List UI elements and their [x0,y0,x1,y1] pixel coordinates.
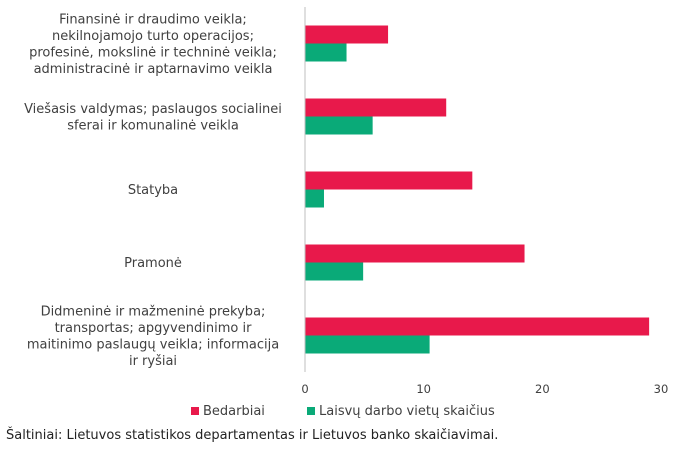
legend-label-1: Laisvų darbo vietų skaičius [319,404,495,419]
source-note: Šaltiniai: Lietuvos statistikos departam… [6,428,499,443]
category-labels: Didmeninė ir mažmeninė prekyba; transport… [24,12,282,369]
x-tick-label-2: 20 [535,382,550,396]
category-label-4: Finansinė ir draudimo veikla; nekilnojamo… [29,12,277,77]
category-label-1: Pramonė [124,256,182,271]
legend-swatch-1 [307,407,315,415]
category-label-0: Didmeninė ir mažmeninė prekyba; transport… [27,304,279,369]
bar-bedarbiai-0 [305,317,650,336]
bar-laisvos-vietos-3 [305,116,373,135]
x-tick-label-1: 10 [416,382,431,396]
x-tick-label-0: 0 [301,382,308,396]
legend-label-0: Bedarbiai [203,404,265,419]
category-label-3: Viešasis valdymas; paslaugos socialinei s… [24,102,282,134]
bar-laisvos-vietos-2 [305,189,324,208]
bar-laisvos-vietos-1 [305,262,364,281]
x-tick-labels: 0 10 20 30 [301,382,668,396]
bar-bedarbiai-1 [305,244,525,263]
chart: Didmeninė ir mažmeninė prekyba; transport… [24,7,668,419]
legend: Bedarbiai Laisvų darbo vietų skaičius [191,404,495,419]
bar-laisvos-vietos-4 [305,43,347,62]
bar-laisvos-vietos-0 [305,335,430,354]
bar-bedarbiai-3 [305,98,447,117]
category-label-2: Statyba [128,183,178,198]
bar-bedarbiai-2 [305,171,473,190]
legend-swatch-0 [191,407,199,415]
bar-bedarbiai-4 [305,25,389,44]
bars [305,25,650,354]
x-tick-label-3: 30 [654,382,669,396]
